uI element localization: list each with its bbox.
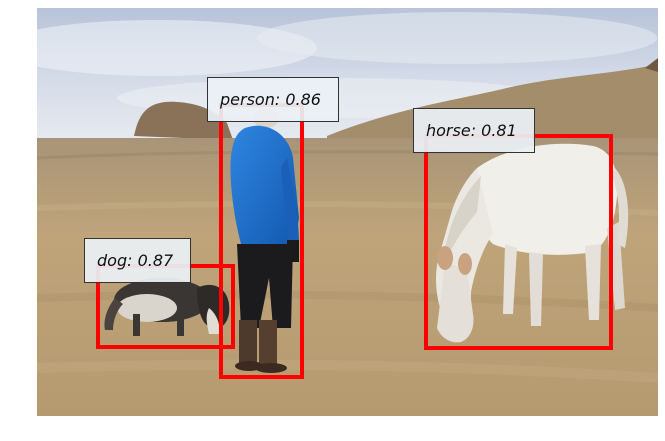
horse — [436, 143, 629, 343]
horse-bounding-box — [424, 134, 613, 350]
dog — [104, 278, 230, 336]
hill-right — [327, 64, 658, 148]
horse-label: horse: 0.81 — [413, 108, 535, 153]
dog-label: dog: 0.87 — [84, 238, 191, 283]
person — [230, 108, 299, 373]
person-label: person: 0.86 — [207, 77, 339, 122]
